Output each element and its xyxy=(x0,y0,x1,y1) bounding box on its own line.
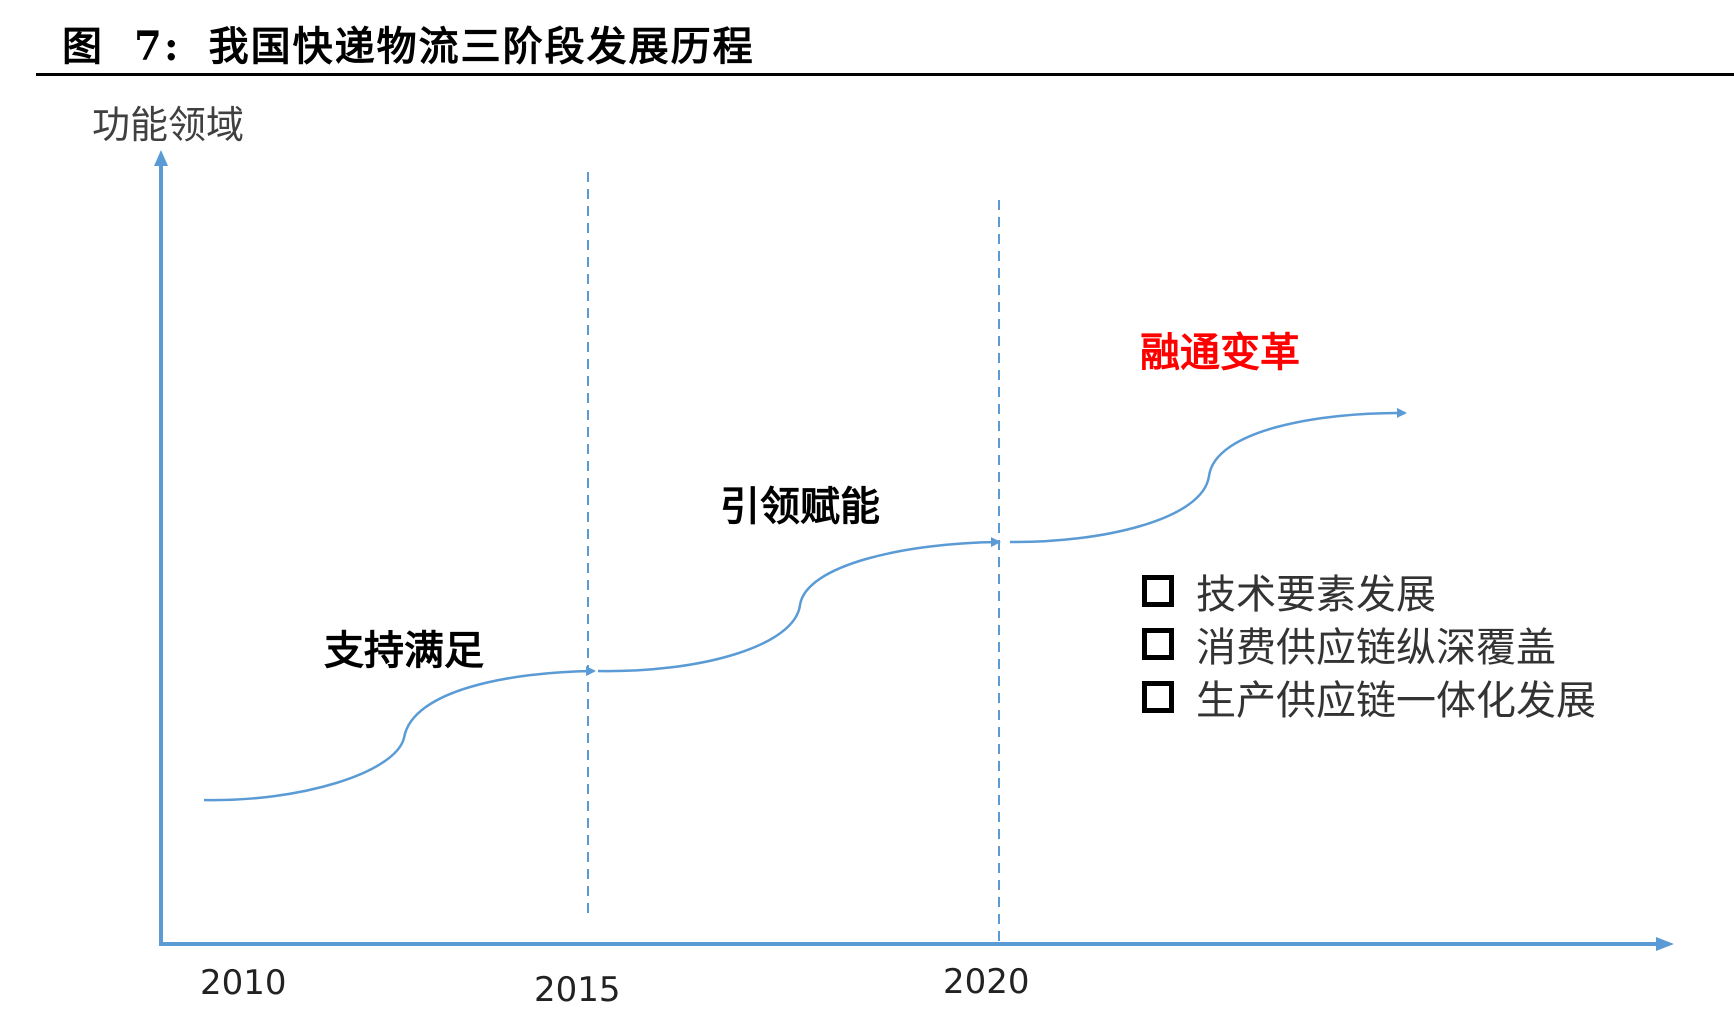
title-rule xyxy=(36,73,1734,76)
stage-curve-3 xyxy=(1009,407,1407,544)
stage-curve-2 xyxy=(597,537,1001,673)
year-label: 2020 xyxy=(943,962,1030,1002)
figure-title: 图 7: 我国快递物流三阶段发展历程 xyxy=(62,14,755,72)
year-label: 2010 xyxy=(200,963,287,1003)
feature-text: 技术要素发展 xyxy=(1196,571,1436,618)
list-item: 消费供应链纵深覆盖 xyxy=(1142,617,1596,671)
stage-label-support: 支持满足 xyxy=(324,628,484,674)
checkbox-icon xyxy=(1142,680,1174,713)
stage-label-transform: 融通变革 xyxy=(1140,330,1300,376)
y-axis-arrow-icon xyxy=(154,150,168,166)
list-item: 技术要素发展 xyxy=(1142,564,1596,618)
feature-text: 生产供应链一体化发展 xyxy=(1196,677,1596,724)
figure-title-text: 我国快递物流三阶段发展历程 xyxy=(208,23,755,70)
feature-list: 技术要素发展 消费供应链纵深覆盖 生产供应链一体化发展 xyxy=(1142,564,1596,724)
figure-title-prefix: 图 xyxy=(62,23,104,70)
y-axis-label: 功能领域 xyxy=(92,103,245,147)
stage-label-lead: 引领赋能 xyxy=(720,484,880,530)
checkbox-icon xyxy=(1142,574,1174,607)
list-item: 生产供应链一体化发展 xyxy=(1142,670,1596,724)
x-axis-arrow-icon xyxy=(1656,937,1674,951)
year-label: 2015 xyxy=(534,970,621,1010)
figure-title-number: 7: xyxy=(134,23,181,70)
checkbox-icon xyxy=(1142,627,1174,660)
feature-text: 消费供应链纵深覆盖 xyxy=(1196,624,1556,671)
stage-curve-1 xyxy=(203,666,596,802)
